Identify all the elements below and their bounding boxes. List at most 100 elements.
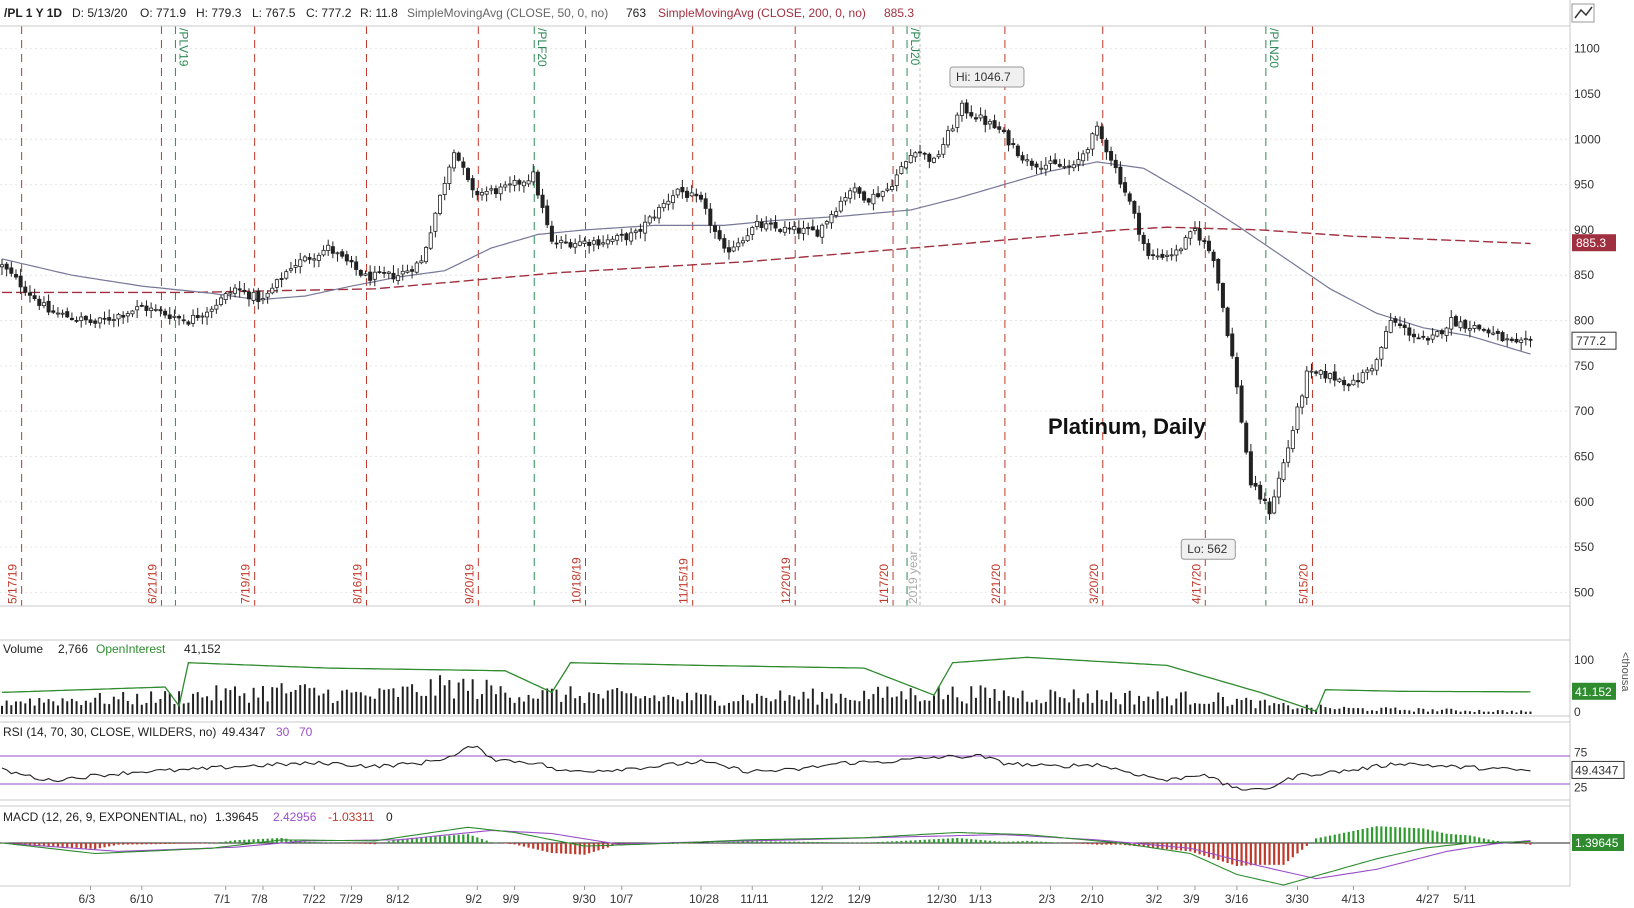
price-candle[interactable] — [9, 261, 14, 277]
price-candle[interactable] — [1323, 363, 1328, 383]
price-candle[interactable] — [139, 302, 144, 308]
price-candle[interactable] — [1453, 314, 1458, 327]
rsi-panel[interactable]: 75 25 49.4347 — [0, 746, 1625, 795]
price-candle[interactable] — [591, 236, 596, 252]
price-candle[interactable] — [1095, 121, 1100, 141]
price-candle[interactable] — [288, 261, 293, 274]
price-candle[interactable] — [242, 282, 247, 295]
price-candle[interactable] — [1057, 159, 1062, 168]
price-candle[interactable] — [65, 307, 70, 318]
price-candle[interactable] — [1472, 321, 1477, 333]
price-candle[interactable] — [503, 181, 508, 192]
price-candle[interactable] — [4, 261, 9, 277]
price-candle[interactable] — [475, 187, 480, 201]
price-candle[interactable] — [936, 150, 941, 160]
price-candle[interactable] — [284, 269, 289, 280]
sma50-label[interactable]: SimpleMovingAvg (CLOSE, 50, 0, no) — [407, 6, 608, 20]
price-candle[interactable] — [1318, 369, 1323, 380]
price-candle[interactable] — [1174, 244, 1179, 262]
price-candle[interactable] — [172, 309, 177, 321]
price-candle[interactable] — [1458, 316, 1463, 332]
price-candle[interactable] — [1332, 364, 1337, 387]
price-candle[interactable] — [549, 220, 554, 245]
price-candle[interactable] — [531, 164, 536, 186]
price-candle[interactable] — [815, 225, 820, 238]
price-candle[interactable] — [894, 169, 899, 192]
price-candle[interactable] — [382, 266, 387, 278]
price-candle[interactable] — [479, 188, 484, 201]
price-candle[interactable] — [1328, 372, 1333, 384]
price-candle[interactable] — [745, 228, 750, 242]
price-candle[interactable] — [526, 174, 531, 187]
price-candle[interactable] — [1006, 128, 1011, 152]
price-candle[interactable] — [1379, 345, 1384, 367]
price-candle[interactable] — [405, 264, 410, 274]
price-candle[interactable] — [1365, 367, 1370, 380]
style-toggle-icon[interactable] — [1571, 3, 1595, 23]
price-candle[interactable] — [1132, 200, 1137, 219]
price-candle[interactable] — [414, 260, 419, 274]
price-candle[interactable] — [689, 185, 694, 197]
price-candle[interactable] — [158, 306, 163, 317]
price-candle[interactable] — [885, 182, 890, 193]
price-candle[interactable] — [1234, 352, 1239, 395]
price-candle[interactable] — [768, 218, 773, 231]
price-candle[interactable] — [1481, 327, 1486, 333]
price-candle[interactable] — [442, 176, 447, 201]
price-candle[interactable] — [107, 309, 112, 325]
price-candle[interactable] — [23, 280, 28, 296]
price-candle[interactable] — [983, 109, 988, 133]
price-candle[interactable] — [866, 197, 871, 206]
price-candle[interactable] — [69, 312, 74, 321]
price-candle[interactable] — [13, 269, 18, 280]
price-candle[interactable] — [643, 214, 648, 242]
price-candle[interactable] — [246, 288, 251, 307]
price-candle[interactable] — [1477, 324, 1482, 332]
price-candle[interactable] — [605, 234, 610, 249]
price-candle[interactable] — [1309, 363, 1314, 379]
price-candle[interactable] — [577, 234, 582, 247]
price-candle[interactable] — [1188, 230, 1193, 246]
price-candle[interactable] — [307, 253, 312, 264]
price-candle[interactable] — [484, 186, 489, 202]
price-candle[interactable] — [153, 304, 158, 312]
price-candle[interactable] — [1206, 235, 1211, 254]
price-candle[interactable] — [1314, 370, 1319, 377]
price-candle[interactable] — [918, 144, 923, 157]
price-candle[interactable] — [624, 232, 629, 246]
price-candle[interactable] — [1076, 151, 1081, 172]
price-candle[interactable] — [1346, 383, 1351, 392]
price-candle[interactable] — [1160, 249, 1165, 260]
price-candle[interactable] — [554, 235, 559, 249]
price-candle[interactable] — [93, 318, 98, 329]
price-candle[interactable] — [1258, 481, 1263, 504]
price-candle[interactable] — [726, 240, 731, 260]
price-candle[interactable] — [824, 219, 829, 229]
price-candle[interactable] — [559, 236, 564, 249]
price-candle[interactable] — [573, 238, 578, 254]
price-candle[interactable] — [330, 241, 335, 259]
price-candle[interactable] — [545, 199, 550, 228]
price-candle[interactable] — [722, 234, 727, 253]
price-candle[interactable] — [820, 223, 825, 244]
price-candle[interactable] — [540, 188, 545, 214]
price-candle[interactable] — [1411, 328, 1416, 344]
price-candle[interactable] — [1416, 333, 1421, 340]
price-candle[interactable] — [1393, 315, 1398, 327]
price-candle[interactable] — [787, 221, 792, 234]
price-candle[interactable] — [79, 312, 84, 328]
price-candle[interactable] — [959, 100, 964, 122]
price-candle[interactable] — [1211, 249, 1216, 268]
price-candle[interactable] — [1290, 426, 1295, 453]
price-candle[interactable] — [1272, 489, 1277, 515]
price-candle[interactable] — [428, 225, 433, 250]
price-candle[interactable] — [796, 220, 801, 240]
price-candle[interactable] — [1118, 161, 1123, 189]
price-candle[interactable] — [1113, 154, 1118, 174]
price-candle[interactable] — [493, 185, 498, 198]
price-candle[interactable] — [773, 215, 778, 232]
price-candle[interactable] — [810, 219, 815, 231]
price-candle[interactable] — [419, 255, 424, 265]
price-candle[interactable] — [736, 237, 741, 251]
price-candle[interactable] — [340, 249, 345, 259]
